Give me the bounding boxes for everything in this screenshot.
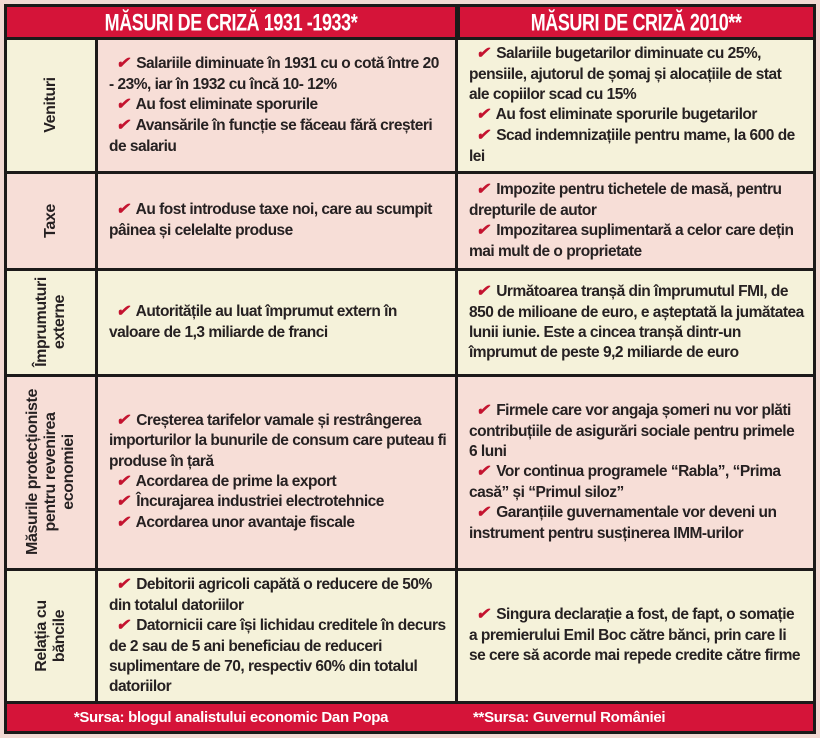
row-label: Împrumuturi externe — [33, 277, 68, 368]
check-icon: ✔ — [476, 180, 490, 198]
measure-text: Debitorii agricoli capătă o reducere de … — [109, 575, 432, 614]
row-label-cell: Împrumuturi externe — [7, 270, 95, 374]
measure-item: ✔ Impozite pentru tichetele de masă, pen… — [469, 180, 805, 221]
row-label: Taxe — [42, 203, 60, 238]
header-title-1931: MĂSURI DE CRIZĂ 1931 -1933* — [104, 7, 358, 36]
table-body: Venituri ✔ Salariile diminuate în 1931 cu… — [7, 40, 813, 701]
measures-2010-cell: ✔ Salariile bugetarilor diminuate cu 25%… — [458, 40, 813, 171]
measures-2010-cell: ✔ Impozite pentru tichetele de masă, pen… — [458, 173, 813, 268]
measure-item: ✔ Scad indemnizațiile pentru mame, la 60… — [469, 126, 805, 167]
row-label: Venituri — [42, 77, 60, 134]
measure-item: ✔ Salariile diminuate în 1931 cu o cotă … — [109, 54, 447, 95]
measure-item: ✔ Autoritățile au luat împrumut extern î… — [109, 302, 447, 343]
row-label: Relația cu băncile — [33, 600, 68, 672]
measure-text: Salariile bugetarilor diminuate cu 25%, … — [469, 45, 782, 103]
measure-item: ✔ Acordarea unor avantaje fiscale — [109, 513, 447, 534]
measure-text: Avansările în funcție se făceau fără cre… — [109, 116, 433, 155]
measure-text: Firmele care vor angaja șomeri nu vor pl… — [469, 401, 795, 460]
header-title-2010: MĂSURI DE CRIZĂ 2010** — [531, 7, 742, 36]
crisis-comparison-table: MĂSURI DE CRIZĂ 1931 -1933* MĂSURI DE CR… — [4, 4, 816, 734]
measure-item: ✔ Impozitarea suplimentară a celor care … — [469, 221, 805, 262]
measure-text: Impozitarea suplimentară a celor care de… — [469, 221, 794, 260]
row-label-cell: Taxe — [7, 173, 95, 268]
measure-text: Acordarea unor avantaje fiscale — [135, 514, 355, 532]
measure-text: Salariile diminuate în 1931 cu o cotă în… — [109, 55, 439, 93]
check-icon: ✔ — [476, 282, 490, 300]
measures-1931-cell: ✔ Au fost introduse taxe noi, care au sc… — [98, 173, 455, 268]
measure-item: ✔ Au fost eliminate sporurile — [109, 95, 447, 116]
check-icon: ✔ — [116, 116, 130, 134]
measure-text: Garanțiile guvernamentale vor deveni un … — [469, 503, 777, 542]
check-icon: ✔ — [116, 616, 130, 634]
table-row: Măsurile protecționiste pentru revenirea… — [7, 376, 813, 568]
measure-item: ✔ Debitorii agricoli capătă o reducere d… — [109, 575, 447, 616]
check-icon: ✔ — [476, 462, 490, 480]
check-icon: ✔ — [116, 201, 130, 219]
table-row: Taxe ✔ Au fost introduse taxe noi, care a… — [7, 173, 813, 268]
measure-item: ✔ Datornicii care își lichidau creditele… — [109, 616, 447, 697]
table-row: Împrumuturi externe ✔ Autoritățile au lua… — [7, 270, 813, 374]
table-row: Relația cu băncile ✔ Debitorii agricoli c… — [7, 570, 813, 701]
check-icon: ✔ — [476, 126, 490, 144]
measures-1931-cell: ✔ Autoritățile au luat împrumut extern î… — [98, 270, 455, 374]
check-icon: ✔ — [116, 96, 130, 113]
measure-item: ✔ Avansările în funcție se făceau fără c… — [109, 116, 447, 157]
measure-item: ✔ Singura declarație a fost, de fapt, o … — [469, 605, 805, 666]
check-icon: ✔ — [476, 503, 490, 521]
measure-text: Încurajarea industriei electrotehnice — [136, 493, 384, 511]
measure-item: ✔ Au fost eliminate sporurile bugetarilo… — [469, 105, 805, 126]
measure-item: ✔ Încurajarea industriei electrotehnice — [109, 492, 447, 513]
measure-text: Au fost eliminate sporurile bugetarilor — [495, 106, 758, 124]
check-icon: ✔ — [116, 55, 130, 73]
header-cell-1931: MĂSURI DE CRIZĂ 1931 -1933* — [7, 7, 455, 37]
source-note-2010: **Sursa: Guvernul României — [473, 708, 666, 726]
table-header-row: MĂSURI DE CRIZĂ 1931 -1933* MĂSURI DE CR… — [7, 7, 813, 37]
check-icon: ✔ — [116, 493, 130, 511]
check-icon: ✔ — [476, 401, 490, 419]
measures-1931-cell: ✔ Salariile diminuate în 1931 cu o cotă … — [98, 40, 455, 171]
check-icon: ✔ — [476, 106, 490, 124]
row-label-cell: Relația cu băncile — [7, 570, 95, 701]
measure-item: ✔ Firmele care vor angaja șomeri nu vor … — [469, 401, 805, 462]
measure-text: Datornicii care își lichidau creditele î… — [109, 616, 446, 695]
check-icon: ✔ — [116, 302, 130, 320]
measure-text: Creșterea tarifelor vamale și restrânger… — [109, 411, 447, 470]
check-icon: ✔ — [116, 472, 130, 490]
measure-item: ✔ Creșterea tarifelor vamale și restrâng… — [109, 411, 447, 472]
measure-item: ✔ Salariile bugetarilor diminuate cu 25%… — [469, 44, 805, 105]
check-icon: ✔ — [116, 575, 130, 593]
measures-2010-cell: ✔ Următoarea tranșă din împrumutul FMI, … — [458, 270, 813, 374]
measure-text: Impozite pentru tichetele de masă, pentr… — [469, 180, 782, 219]
measure-item: ✔ Acordarea de prime la export — [109, 472, 447, 493]
header-cell-2010: MĂSURI DE CRIZĂ 2010** — [460, 7, 813, 37]
measure-item: ✔ Garanțiile guvernamentale vor deveni u… — [469, 503, 805, 544]
measure-text: Scad indemnizațiile pentru mame, la 600 … — [469, 126, 795, 165]
measure-text: Singura declarație a fost, de fapt, o so… — [469, 606, 800, 665]
measures-2010-cell: ✔ Singura declarație a fost, de fapt, o … — [458, 570, 813, 701]
check-icon: ✔ — [116, 411, 130, 429]
check-icon: ✔ — [476, 606, 490, 624]
row-label-cell: Măsurile protecționiste pentru revenirea… — [7, 376, 95, 568]
measure-text: Vor continua programele “Rabla”, “Prima … — [469, 462, 781, 501]
measure-text: Acordarea de prime la export — [135, 472, 337, 490]
table-footer-row: *Sursa: blogul analistului economic Dan … — [7, 703, 813, 731]
measure-item: ✔ Au fost introduse taxe noi, care au sc… — [109, 200, 447, 241]
measure-text: Au fost eliminate sporurile — [135, 96, 319, 113]
measures-1931-cell: ✔ Debitorii agricoli capătă o reducere d… — [98, 570, 455, 701]
measure-text: Au fost introduse taxe noi, care au scum… — [109, 201, 432, 240]
check-icon: ✔ — [476, 221, 490, 239]
source-note-1931: *Sursa: blogul analistului economic Dan … — [73, 708, 389, 726]
check-icon: ✔ — [116, 514, 130, 532]
measures-2010-cell: ✔ Firmele care vor angaja șomeri nu vor … — [458, 376, 813, 568]
measure-text: Următoarea tranșă din împrumutul FMI, de… — [469, 282, 804, 361]
row-label: Măsurile protecționiste pentru revenirea… — [24, 389, 77, 556]
measure-item: ✔ Următoarea tranșă din împrumutul FMI, … — [469, 282, 805, 363]
measure-item: ✔ Vor continua programele “Rabla”, “Prim… — [469, 462, 805, 503]
table-row: Venituri ✔ Salariile diminuate în 1931 cu… — [7, 40, 813, 171]
measure-text: Autoritățile au luat împrumut extern în … — [109, 302, 397, 341]
row-label-cell: Venituri — [7, 40, 95, 171]
measures-1931-cell: ✔ Creșterea tarifelor vamale și restrâng… — [98, 376, 455, 568]
check-icon: ✔ — [476, 45, 490, 62]
